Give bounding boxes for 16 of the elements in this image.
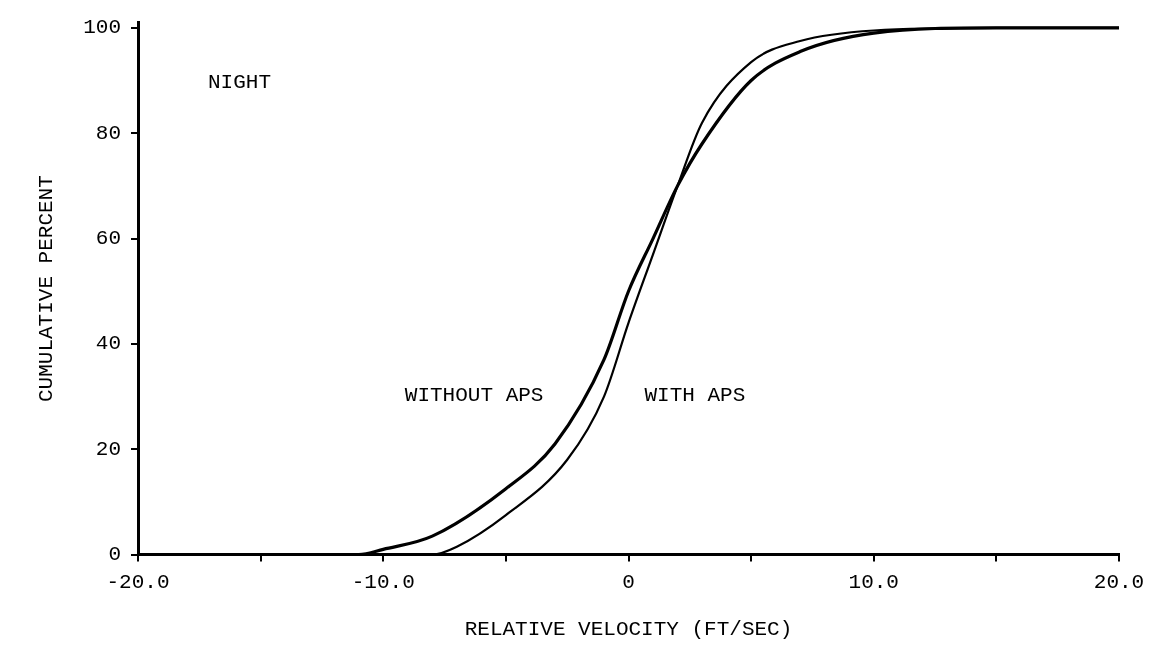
y-tick-label: 80 [95,121,122,145]
x-tick-label: 0 [622,570,635,594]
y-tick-label: 100 [83,16,122,40]
y-tick-label: 60 [95,227,122,251]
x-tick-label: -10.0 [351,570,415,594]
y-axis-title: CUMULATIVE PERCENT [35,175,59,403]
x-tick-label: -20.0 [106,570,170,594]
x-tick-label: 20.0 [1093,570,1145,594]
series-label: WITHOUT APS [404,383,544,407]
series-label: WITH APS [644,383,746,407]
x-axis-title: RELATIVE VELOCITY (FT/SEC) [464,617,793,641]
x-tick-label: 10.0 [848,570,899,594]
y-tick-label: 0 [108,543,122,567]
y-tick-label: 20 [95,437,122,461]
y-tick-label: 40 [95,332,122,356]
annotation: NIGHT [208,71,272,95]
